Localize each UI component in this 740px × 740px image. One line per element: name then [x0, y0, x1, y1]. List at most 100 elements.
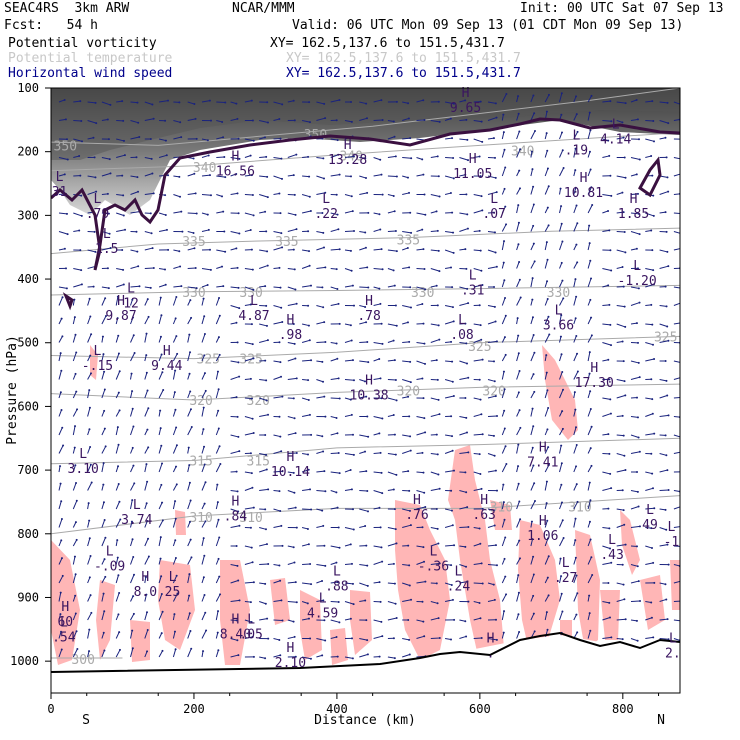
wind-arrow-head	[452, 102, 455, 105]
wind-arrow	[316, 580, 323, 584]
wind-arrow	[215, 336, 220, 343]
wind-arrow-head	[517, 465, 520, 468]
wind-arrow-head	[205, 629, 208, 632]
wind-arrow	[487, 305, 495, 308]
wind-arrow	[273, 450, 282, 454]
wind-arrow-head	[265, 155, 268, 158]
wind-arrow-head	[236, 564, 239, 567]
theta-contour-label: 335	[397, 234, 420, 249]
wind-arrow-head	[450, 415, 453, 418]
wind-arrow-head	[364, 177, 367, 180]
wind-arrow-head	[480, 636, 483, 639]
wind-arrow	[230, 322, 237, 325]
wind-arrow-head	[394, 155, 397, 158]
extremum-low-marker: L	[247, 613, 255, 628]
wind-arrow	[101, 611, 105, 621]
wind-arrow	[602, 433, 609, 436]
wind-arrow-head	[366, 191, 369, 194]
wind-arrow	[130, 120, 139, 124]
wind-arrow	[316, 450, 324, 454]
wind-arrow-head	[136, 250, 139, 253]
wind-arrow-head	[322, 306, 325, 309]
wind-arrow	[459, 119, 467, 121]
wind-arrow-head	[438, 562, 441, 565]
wind-arrow-head	[517, 391, 520, 394]
wind-arrow-head	[146, 428, 149, 431]
wind-arrow	[402, 396, 409, 399]
wind-arrow	[259, 488, 269, 491]
wind-arrow-head	[479, 473, 482, 476]
wind-arrow	[473, 433, 483, 436]
wind-arrow	[544, 390, 548, 399]
wind-arrow	[359, 434, 369, 438]
wind-arrow	[459, 138, 468, 141]
wind-arrow-head	[265, 453, 268, 456]
wind-arrow-head	[531, 298, 534, 301]
wind-arrow-head	[293, 342, 296, 345]
wind-arrow-head	[321, 286, 324, 289]
extremum-value: 9.87	[105, 309, 136, 324]
wind-arrow-head	[560, 261, 563, 264]
wind-arrow	[187, 482, 191, 491]
wind-arrow-head	[131, 390, 134, 393]
wind-arrow-head	[350, 562, 353, 565]
wind-arrow-head	[575, 426, 578, 429]
wind-arrow	[387, 379, 396, 381]
wind-arrow-head	[438, 637, 441, 640]
wind-arrow	[259, 453, 267, 456]
wind-arrow-head	[518, 187, 521, 190]
wind-arrow	[144, 192, 154, 195]
extremum-high-marker: H	[480, 493, 488, 508]
wind-arrow-head	[502, 370, 505, 373]
wind-arrow	[73, 138, 83, 142]
wind-arrow	[244, 471, 252, 474]
wind-arrow	[416, 212, 426, 216]
wind-arrow	[473, 249, 481, 252]
wind-arrow-head	[466, 506, 469, 509]
wind-arrow-head	[407, 395, 410, 398]
wind-arrow-head	[323, 544, 326, 547]
wind-arrow	[230, 580, 239, 584]
wind-arrow-head	[308, 175, 311, 178]
wind-arrow	[559, 593, 563, 602]
wind-arrow-head	[74, 425, 77, 428]
wind-arrow	[516, 222, 520, 232]
wind-arrow	[58, 99, 65, 103]
wind-arrow	[158, 611, 164, 621]
wind-arrow	[459, 174, 466, 177]
y-tick-label: 100	[17, 81, 39, 95]
wind-arrow	[87, 137, 94, 140]
wind-arrow-head	[59, 352, 62, 355]
wind-arrow	[501, 594, 507, 602]
wind-arrow-head	[503, 427, 506, 430]
wind-arrow-head	[392, 269, 395, 272]
wind-arrow-head	[638, 233, 641, 236]
wind-arrow-head	[267, 563, 270, 566]
wind-arrow	[559, 519, 564, 528]
wind-arrow	[230, 450, 240, 454]
wind-arrow	[287, 228, 297, 232]
wind-arrow	[72, 574, 77, 584]
wind-arrow-head	[116, 295, 119, 298]
wind-arrow-head	[548, 333, 551, 336]
wind-arrow	[330, 545, 340, 549]
wind-arrow-head	[292, 174, 295, 177]
wind-arrow-head	[209, 194, 212, 197]
wind-arrow-head	[364, 231, 367, 234]
extremum-value: 4.14	[600, 133, 631, 148]
wind-arrow	[58, 353, 62, 362]
wind-arrow	[259, 414, 269, 417]
wind-arrow-head	[574, 186, 577, 189]
wind-arrow	[116, 194, 124, 196]
wind-arrow-head	[637, 287, 640, 290]
wind-arrow	[215, 315, 221, 325]
wind-arrow-head	[503, 148, 506, 151]
wind-arrow-head	[436, 378, 439, 381]
wind-arrow	[630, 416, 639, 418]
wind-arrow-head	[60, 648, 63, 651]
wind-arrow-head	[146, 628, 149, 631]
wind-arrow	[373, 490, 383, 494]
wind-arrow	[473, 230, 480, 232]
wind-arrow-head	[392, 488, 395, 491]
wind-arrow	[344, 120, 352, 123]
